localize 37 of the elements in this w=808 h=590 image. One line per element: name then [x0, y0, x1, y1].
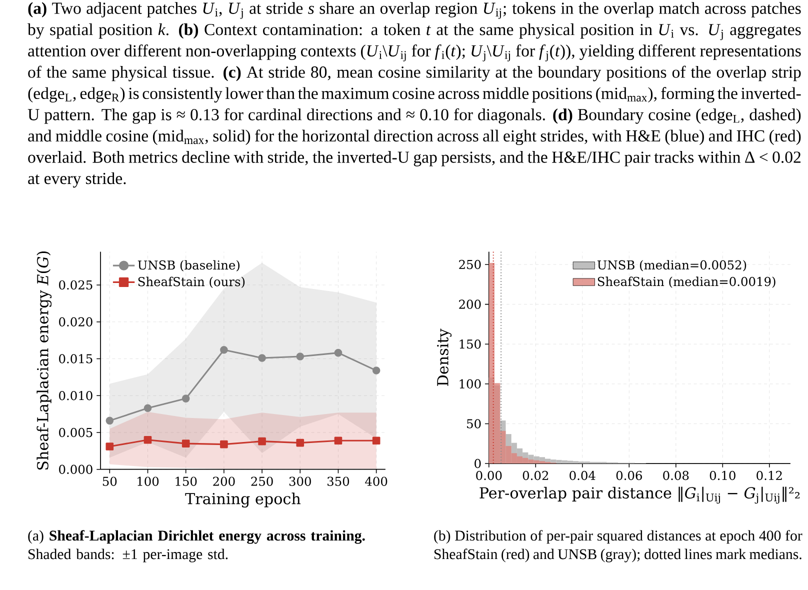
legend-label: UNSB (baseline) [138, 260, 240, 272]
y-tick-label: 250 [459, 260, 481, 269]
y-tick-label: 50 [467, 418, 481, 428]
y-tick-label: 200 [459, 299, 481, 309]
y-tick-label: 0.025 [59, 280, 92, 290]
y-tick-label: 0.005 [59, 428, 92, 437]
x-tick-label: 0.12 [756, 470, 782, 480]
y-tick-label: 0.020 [59, 317, 92, 326]
x-axis-title: Training epoch [185, 492, 301, 508]
y-tick-label: 150 [460, 339, 481, 349]
x-tick-label: 50 [102, 476, 117, 486]
y-tick-label: 0.010 [59, 390, 92, 400]
x-tick-label: 0.06 [616, 470, 642, 480]
y-tick-label: 0.015 [59, 354, 92, 364]
text: (b) Distribution of per-pair squared distances at epoch 400 for SheafStain (red) and UNSB (gray); dotted lines mark medians. [434, 530, 802, 562]
x-tick-label: 400 [365, 476, 388, 486]
x-tick-label: 0.04 [570, 470, 596, 480]
x-tick-label: 250 [251, 476, 273, 486]
text: Per-overlap pair distance ‖G$_{i}$|$_{Uij}$ − G$_{j}$|$_{Uij}$‖²₂ [480, 486, 800, 504]
x-tick-label: 0.08 [663, 470, 689, 480]
text: (a) Sheaf-Laplacian Dirichlet energy across training. Shaded bands: ±1 per-image std. [28, 530, 365, 562]
legend-label: SheafStain (median=0.0019) [598, 276, 776, 288]
x-tick-label: 150 [176, 476, 197, 486]
y-axis-title: Density [437, 328, 452, 386]
x-tick-label: 0.00 [476, 470, 502, 480]
y-tick-label: 100 [460, 379, 481, 388]
legend-label: SheafStain (ours) [138, 276, 245, 288]
x-tick-label: 300 [289, 476, 311, 486]
x-tick-label: 0.02 [522, 470, 548, 480]
x-tick-label: 350 [328, 476, 350, 486]
x-tick-label: 100 [138, 476, 159, 486]
y-tick-label: 0 [474, 458, 481, 468]
x-tick-label: 200 [213, 476, 235, 486]
y-tick-label: 0.000 [59, 464, 92, 474]
x-tick-label: 0.10 [710, 470, 736, 480]
legend-label: UNSB (median=0.0052) [597, 260, 746, 272]
y-axis-title: Sheaf-Laplacian energy E(G) [36, 251, 52, 470]
